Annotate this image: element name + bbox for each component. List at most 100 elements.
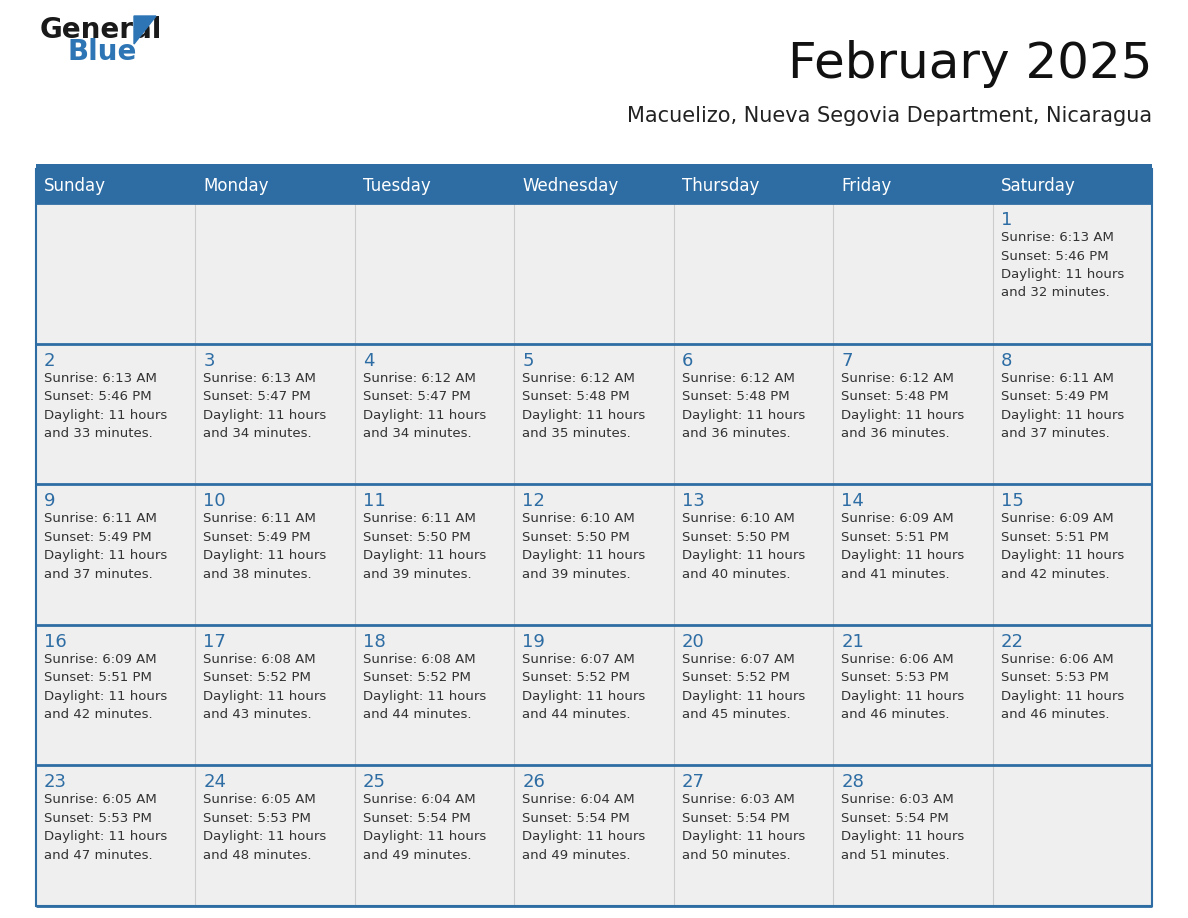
Text: Sunrise: 6:08 AM
Sunset: 5:52 PM
Daylight: 11 hours
and 43 minutes.: Sunrise: 6:08 AM Sunset: 5:52 PM Dayligh…	[203, 653, 327, 722]
Bar	[36, 203, 196, 343]
Bar	[992, 625, 1152, 766]
Bar	[992, 343, 1152, 484]
Text: Sunrise: 6:03 AM
Sunset: 5:54 PM
Daylight: 11 hours
and 51 minutes.: Sunrise: 6:03 AM Sunset: 5:54 PM Dayligh…	[841, 793, 965, 862]
Text: Macuelizo, Nueva Segovia Department, Nicaragua: Macuelizo, Nueva Segovia Department, Nic…	[627, 106, 1152, 126]
Text: 4: 4	[362, 352, 374, 370]
Bar	[674, 169, 833, 203]
Text: 7: 7	[841, 352, 853, 370]
Text: 8: 8	[1000, 352, 1012, 370]
Text: 23: 23	[44, 773, 67, 791]
Text: Blue: Blue	[68, 38, 138, 66]
Text: Sunrise: 6:06 AM
Sunset: 5:53 PM
Daylight: 11 hours
and 46 minutes.: Sunrise: 6:06 AM Sunset: 5:53 PM Dayligh…	[1000, 653, 1124, 722]
Bar	[196, 169, 355, 203]
Bar	[355, 203, 514, 343]
Bar	[833, 169, 992, 203]
Bar	[992, 766, 1152, 906]
Bar	[674, 203, 833, 343]
Text: 21: 21	[841, 633, 864, 651]
Text: Sunrise: 6:04 AM
Sunset: 5:54 PM
Daylight: 11 hours
and 49 minutes.: Sunrise: 6:04 AM Sunset: 5:54 PM Dayligh…	[362, 793, 486, 862]
Text: Sunrise: 6:12 AM
Sunset: 5:48 PM
Daylight: 11 hours
and 35 minutes.: Sunrise: 6:12 AM Sunset: 5:48 PM Dayligh…	[523, 372, 645, 440]
Bar	[833, 766, 992, 906]
Bar	[196, 484, 355, 625]
Bar	[674, 766, 833, 906]
Text: Sunrise: 6:04 AM
Sunset: 5:54 PM
Daylight: 11 hours
and 49 minutes.: Sunrise: 6:04 AM Sunset: 5:54 PM Dayligh…	[523, 793, 645, 862]
Text: Sunrise: 6:07 AM
Sunset: 5:52 PM
Daylight: 11 hours
and 44 minutes.: Sunrise: 6:07 AM Sunset: 5:52 PM Dayligh…	[523, 653, 645, 722]
Text: Sunrise: 6:12 AM
Sunset: 5:48 PM
Daylight: 11 hours
and 36 minutes.: Sunrise: 6:12 AM Sunset: 5:48 PM Dayligh…	[682, 372, 805, 440]
Bar	[196, 203, 355, 343]
Text: 6: 6	[682, 352, 693, 370]
Bar	[992, 203, 1152, 343]
Bar	[355, 343, 514, 484]
Text: 1: 1	[1000, 211, 1012, 229]
Text: 27: 27	[682, 773, 704, 791]
Bar	[355, 766, 514, 906]
Text: Wednesday: Wednesday	[523, 177, 619, 195]
Bar	[833, 625, 992, 766]
Text: Thursday: Thursday	[682, 177, 759, 195]
Text: Monday: Monday	[203, 177, 268, 195]
Text: 13: 13	[682, 492, 704, 510]
Bar	[196, 343, 355, 484]
Text: Sunrise: 6:08 AM
Sunset: 5:52 PM
Daylight: 11 hours
and 44 minutes.: Sunrise: 6:08 AM Sunset: 5:52 PM Dayligh…	[362, 653, 486, 722]
Text: Sunrise: 6:05 AM
Sunset: 5:53 PM
Daylight: 11 hours
and 48 minutes.: Sunrise: 6:05 AM Sunset: 5:53 PM Dayligh…	[203, 793, 327, 862]
Text: 15: 15	[1000, 492, 1023, 510]
Text: 14: 14	[841, 492, 864, 510]
Bar	[36, 484, 196, 625]
Text: Tuesday: Tuesday	[362, 177, 430, 195]
Text: Saturday: Saturday	[1000, 177, 1075, 195]
Text: 16: 16	[44, 633, 67, 651]
Bar	[36, 164, 1152, 169]
Bar	[833, 203, 992, 343]
Text: Sunrise: 6:03 AM
Sunset: 5:54 PM
Daylight: 11 hours
and 50 minutes.: Sunrise: 6:03 AM Sunset: 5:54 PM Dayligh…	[682, 793, 805, 862]
Bar	[355, 625, 514, 766]
Bar	[992, 484, 1152, 625]
Text: Sunrise: 6:07 AM
Sunset: 5:52 PM
Daylight: 11 hours
and 45 minutes.: Sunrise: 6:07 AM Sunset: 5:52 PM Dayligh…	[682, 653, 805, 722]
Text: 5: 5	[523, 352, 533, 370]
Text: 11: 11	[362, 492, 386, 510]
Bar	[992, 169, 1152, 203]
Text: 12: 12	[523, 492, 545, 510]
Bar	[355, 169, 514, 203]
Text: Sunrise: 6:12 AM
Sunset: 5:47 PM
Daylight: 11 hours
and 34 minutes.: Sunrise: 6:12 AM Sunset: 5:47 PM Dayligh…	[362, 372, 486, 440]
Bar	[36, 766, 196, 906]
Bar	[833, 343, 992, 484]
Bar	[514, 203, 674, 343]
Text: Sunrise: 6:13 AM
Sunset: 5:46 PM
Daylight: 11 hours
and 32 minutes.: Sunrise: 6:13 AM Sunset: 5:46 PM Dayligh…	[1000, 231, 1124, 299]
Bar	[514, 343, 674, 484]
Bar	[833, 484, 992, 625]
Text: Sunrise: 6:10 AM
Sunset: 5:50 PM
Daylight: 11 hours
and 39 minutes.: Sunrise: 6:10 AM Sunset: 5:50 PM Dayligh…	[523, 512, 645, 581]
Text: Sunrise: 6:09 AM
Sunset: 5:51 PM
Daylight: 11 hours
and 42 minutes.: Sunrise: 6:09 AM Sunset: 5:51 PM Dayligh…	[44, 653, 168, 722]
Bar	[674, 343, 833, 484]
Text: 3: 3	[203, 352, 215, 370]
Bar	[514, 766, 674, 906]
Text: February 2025: February 2025	[788, 40, 1152, 88]
Bar	[196, 625, 355, 766]
Text: 20: 20	[682, 633, 704, 651]
Text: Sunrise: 6:11 AM
Sunset: 5:49 PM
Daylight: 11 hours
and 37 minutes.: Sunrise: 6:11 AM Sunset: 5:49 PM Dayligh…	[44, 512, 168, 581]
Text: Sunrise: 6:05 AM
Sunset: 5:53 PM
Daylight: 11 hours
and 47 minutes.: Sunrise: 6:05 AM Sunset: 5:53 PM Dayligh…	[44, 793, 168, 862]
Bar	[36, 169, 196, 203]
Text: 25: 25	[362, 773, 386, 791]
Text: Sunrise: 6:10 AM
Sunset: 5:50 PM
Daylight: 11 hours
and 40 minutes.: Sunrise: 6:10 AM Sunset: 5:50 PM Dayligh…	[682, 512, 805, 581]
Bar	[674, 625, 833, 766]
Text: Sunrise: 6:11 AM
Sunset: 5:50 PM
Daylight: 11 hours
and 39 minutes.: Sunrise: 6:11 AM Sunset: 5:50 PM Dayligh…	[362, 512, 486, 581]
Bar	[36, 343, 196, 484]
Text: 26: 26	[523, 773, 545, 791]
Text: Sunrise: 6:11 AM
Sunset: 5:49 PM
Daylight: 11 hours
and 38 minutes.: Sunrise: 6:11 AM Sunset: 5:49 PM Dayligh…	[203, 512, 327, 581]
Text: 28: 28	[841, 773, 864, 791]
Bar	[355, 484, 514, 625]
Polygon shape	[134, 16, 156, 44]
Bar	[514, 169, 674, 203]
Text: Sunrise: 6:11 AM
Sunset: 5:49 PM
Daylight: 11 hours
and 37 minutes.: Sunrise: 6:11 AM Sunset: 5:49 PM Dayligh…	[1000, 372, 1124, 440]
Text: Sunday: Sunday	[44, 177, 106, 195]
Text: 19: 19	[523, 633, 545, 651]
Text: Sunrise: 6:13 AM
Sunset: 5:46 PM
Daylight: 11 hours
and 33 minutes.: Sunrise: 6:13 AM Sunset: 5:46 PM Dayligh…	[44, 372, 168, 440]
Bar	[674, 484, 833, 625]
Bar	[514, 484, 674, 625]
Text: 18: 18	[362, 633, 386, 651]
Text: Sunrise: 6:13 AM
Sunset: 5:47 PM
Daylight: 11 hours
and 34 minutes.: Sunrise: 6:13 AM Sunset: 5:47 PM Dayligh…	[203, 372, 327, 440]
Text: General: General	[40, 16, 163, 44]
Text: Sunrise: 6:06 AM
Sunset: 5:53 PM
Daylight: 11 hours
and 46 minutes.: Sunrise: 6:06 AM Sunset: 5:53 PM Dayligh…	[841, 653, 965, 722]
Text: Friday: Friday	[841, 177, 891, 195]
Bar	[36, 169, 1152, 906]
